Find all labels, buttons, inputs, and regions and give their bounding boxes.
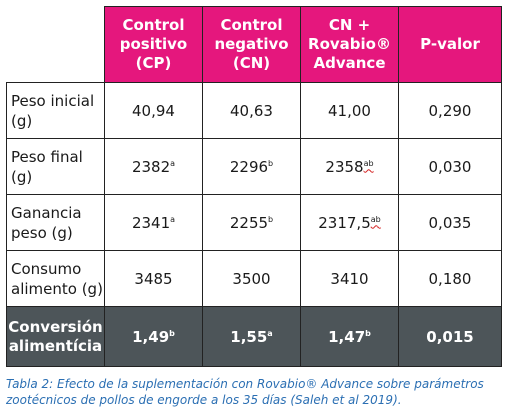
table-cell: 0,035 bbox=[398, 194, 502, 251]
table-cell: 1,55a bbox=[202, 306, 301, 367]
table-cell: 0,030 bbox=[398, 138, 502, 195]
table-cell: 2341a bbox=[104, 194, 203, 251]
table-row: Consumo alimento (g) 3485 3500 3410 0,18… bbox=[6, 250, 502, 307]
header-line: CN + bbox=[328, 16, 371, 34]
table-cell: 40,94 bbox=[104, 82, 203, 139]
header-row: Control positivo (CP) Control negativo (… bbox=[6, 6, 502, 83]
table-row: Ganancia peso (g) 2341a 2255b 2317,5ab 0… bbox=[6, 194, 502, 251]
table-cell: 1,47b bbox=[300, 306, 399, 367]
header-p-valor: P-valor bbox=[398, 6, 502, 83]
table-cell: 1,49b bbox=[104, 306, 203, 367]
table-cell: 3410 bbox=[300, 250, 399, 307]
header-cn-rovabio: CN + Rovabio® Advance bbox=[300, 6, 399, 83]
table-row: Peso inicial (g) 40,94 40,63 41,00 0,290 bbox=[6, 82, 502, 139]
table-cell: 2255b bbox=[202, 194, 301, 251]
table-cell: 2317,5ab bbox=[300, 194, 399, 251]
table-row: Peso final (g) 2382a 2296b 2358ab 0,030 bbox=[6, 138, 502, 195]
table-cell: 0,180 bbox=[398, 250, 502, 307]
header-line: Rovabio® bbox=[308, 35, 391, 53]
header-line: (CN) bbox=[232, 54, 271, 72]
table-cell: 3485 bbox=[104, 250, 203, 307]
header-line: Control bbox=[220, 16, 283, 34]
table-cell: 0,290 bbox=[398, 82, 502, 139]
table-cell: 2358ab bbox=[300, 138, 399, 195]
table-cell: 41,00 bbox=[300, 82, 399, 139]
header-line: negativo bbox=[214, 35, 289, 53]
table-cell: 0,015 bbox=[398, 306, 502, 367]
header-line: Advance bbox=[313, 54, 386, 72]
header-control-positivo: Control positivo (CP) bbox=[104, 6, 203, 83]
row-label: Peso final (g) bbox=[6, 138, 105, 195]
header-line: P-valor bbox=[420, 35, 480, 53]
row-label: Peso inicial (g) bbox=[6, 82, 105, 139]
table-row-highlight: Conversión alimentícia 1,49b 1,55a 1,47b… bbox=[6, 306, 502, 367]
row-label: Conversión alimentícia bbox=[6, 306, 105, 367]
row-label: Consumo alimento (g) bbox=[6, 250, 105, 307]
data-table: Control positivo (CP) Control negativo (… bbox=[6, 6, 502, 367]
table-cell: 2382a bbox=[104, 138, 203, 195]
header-empty-cell bbox=[6, 6, 105, 83]
row-label: Ganancia peso (g) bbox=[6, 194, 105, 251]
header-control-negativo: Control negativo (CN) bbox=[202, 6, 301, 83]
header-line: (CP) bbox=[135, 54, 172, 72]
header-line: Control bbox=[122, 16, 185, 34]
table-cell: 2296b bbox=[202, 138, 301, 195]
table-caption: Tabla 2: Efecto de la suplementación con… bbox=[6, 377, 484, 407]
table-cell: 3500 bbox=[202, 250, 301, 307]
table-cell: 40,63 bbox=[202, 82, 301, 139]
header-line: positivo bbox=[119, 35, 188, 53]
